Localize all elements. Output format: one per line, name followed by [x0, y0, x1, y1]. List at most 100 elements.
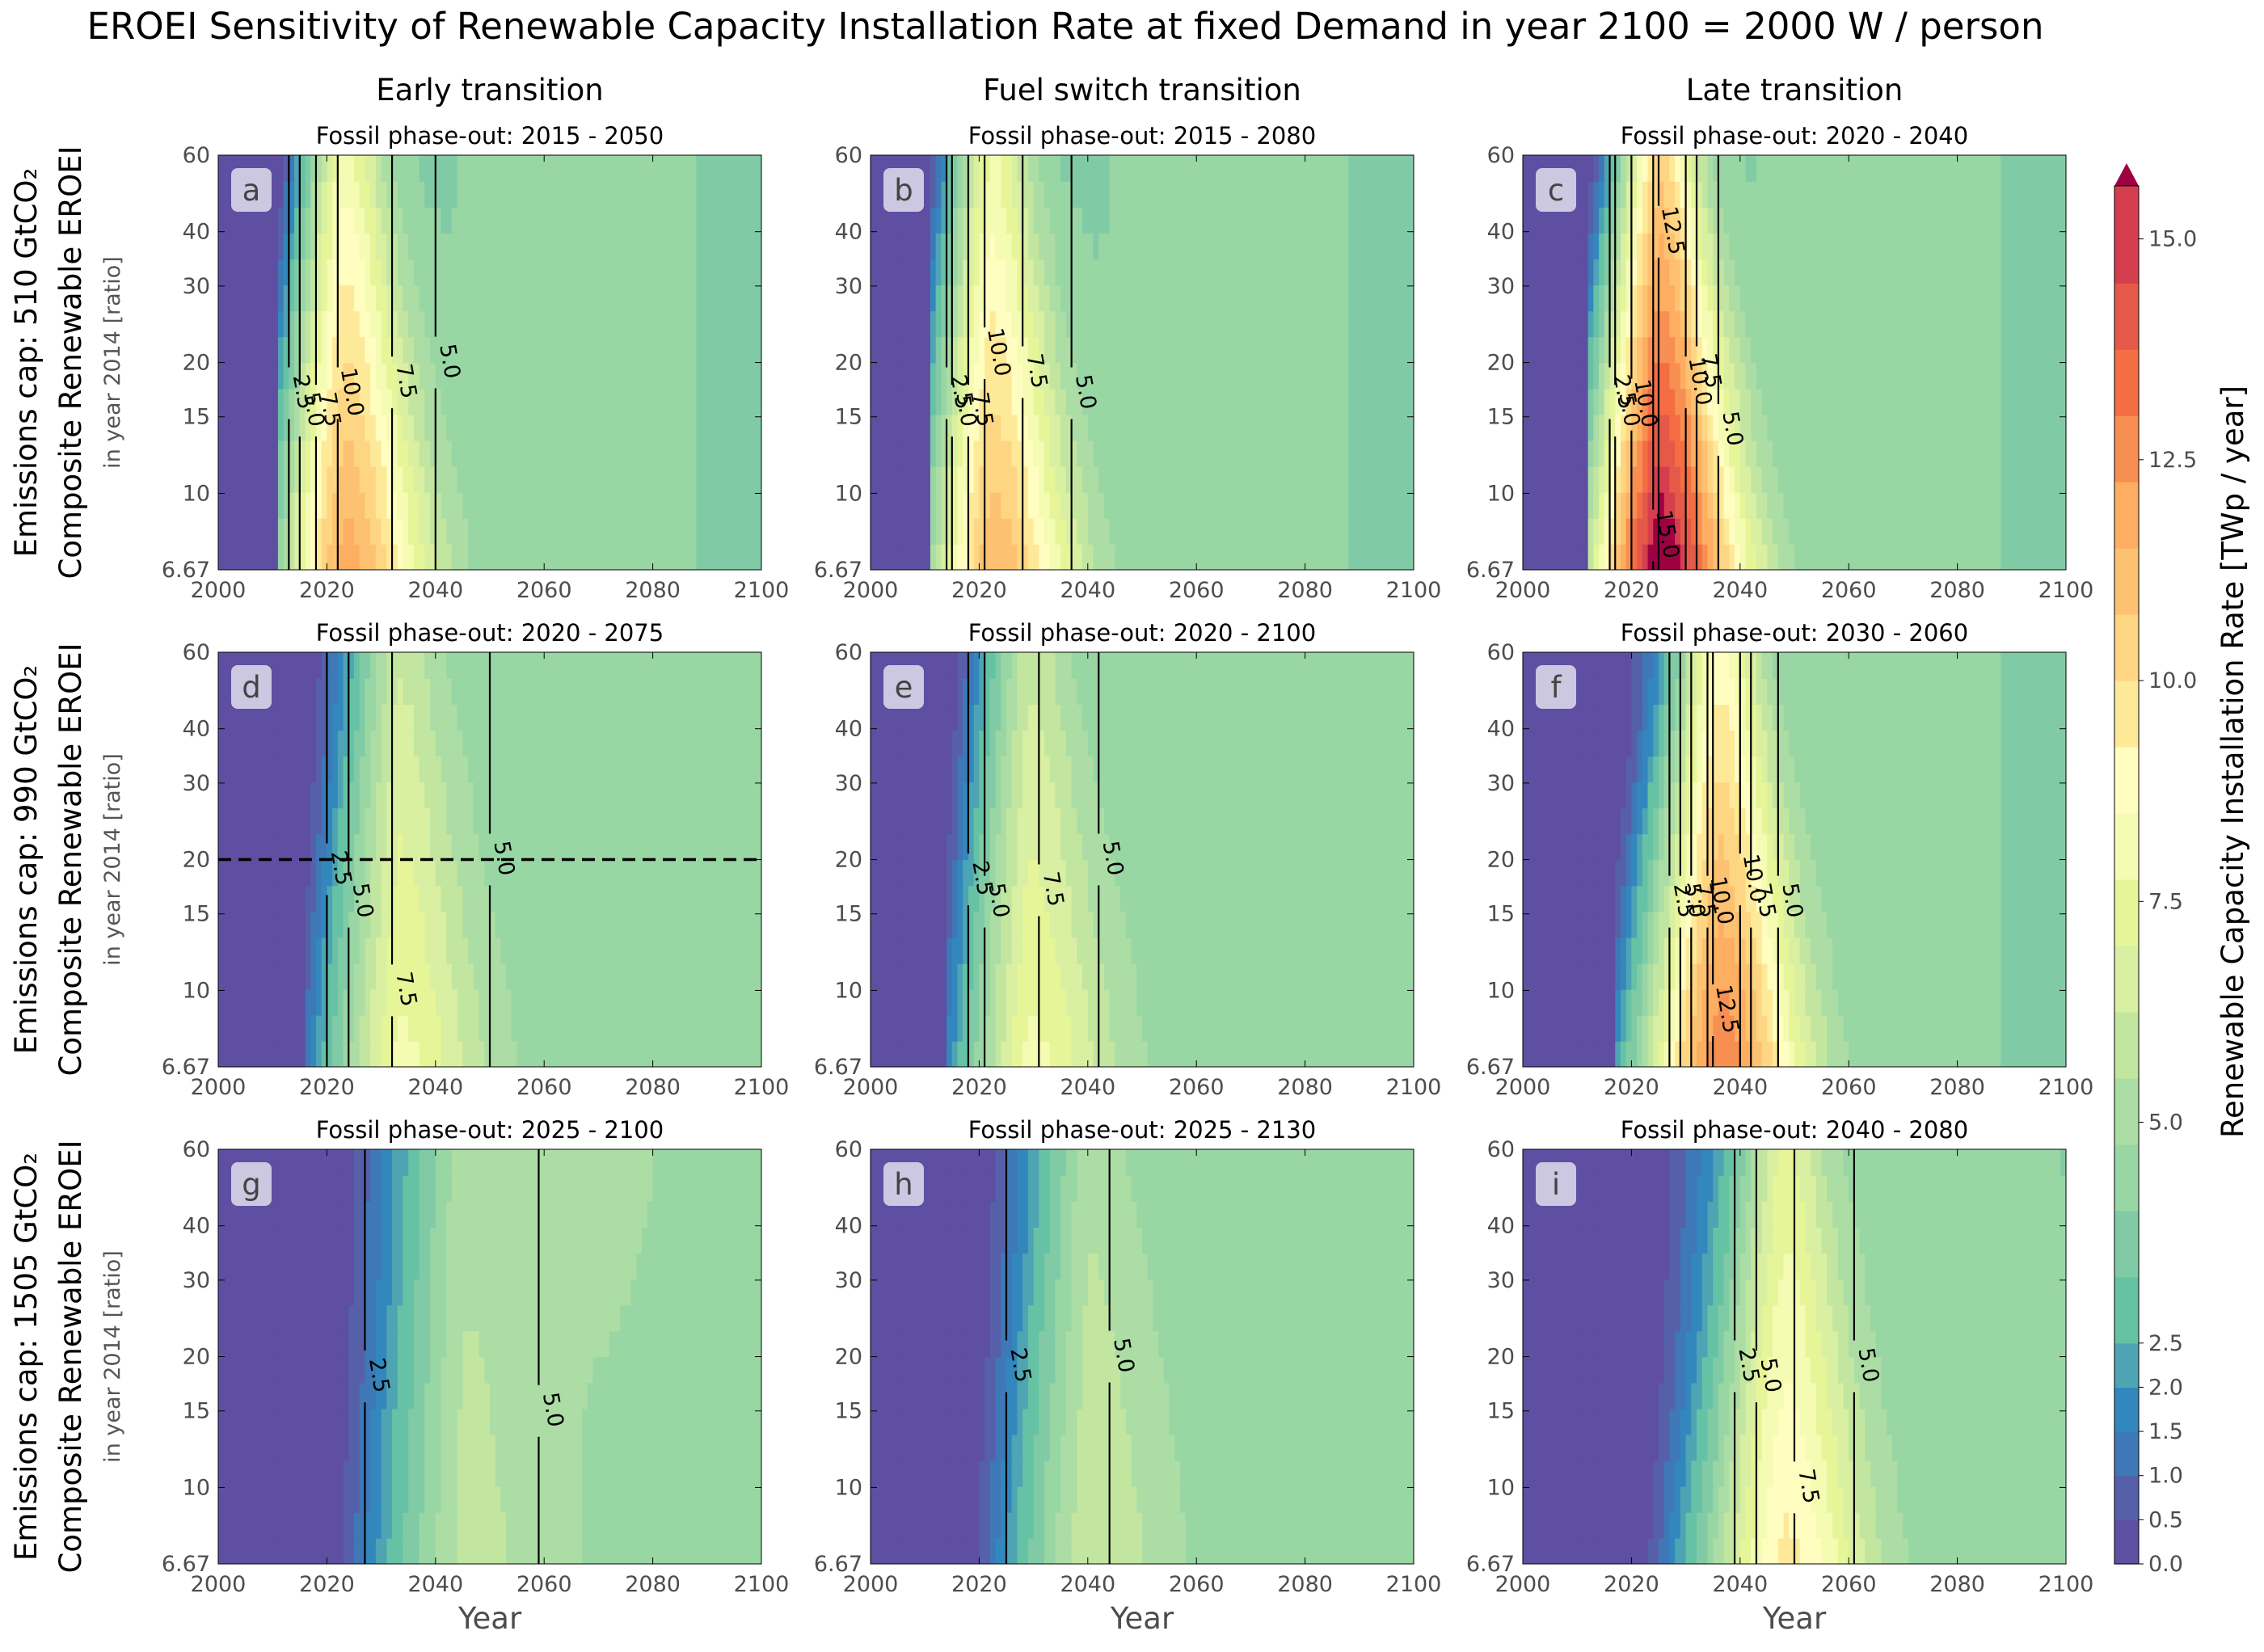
- heatmap-cell: [875, 155, 883, 182]
- heatmap-cell: [1408, 336, 1414, 364]
- heatmap-cell: [2027, 284, 2034, 312]
- heatmap-cell: [1071, 336, 1078, 364]
- heatmap-cell: [1745, 414, 1752, 441]
- heatmap-cell: [1811, 155, 1817, 182]
- heatmap-cell: [1207, 336, 1214, 364]
- heatmap-cell: [1180, 440, 1187, 467]
- heatmap-cell: [343, 388, 350, 415]
- heatmap-cell: [1707, 491, 1714, 519]
- heatmap-cell: [1707, 466, 1714, 493]
- heatmap-cell: [1158, 491, 1165, 519]
- heatmap-cell: [462, 181, 469, 208]
- heatmap-cell: [1125, 517, 1132, 545]
- heatmap-cell: [229, 336, 235, 364]
- heatmap-cell: [946, 517, 953, 545]
- heatmap-cell: [566, 517, 572, 545]
- y-tick-label: 6.67: [162, 558, 210, 583]
- heatmap-cell: [1044, 155, 1051, 182]
- heatmap-cell: [2022, 155, 2029, 182]
- heatmap-cell: [1593, 388, 1600, 415]
- heatmap-cell: [946, 491, 953, 519]
- heatmap-cell: [1963, 517, 1969, 545]
- heatmap-cell: [571, 155, 578, 182]
- heatmap-cell: [1843, 414, 1849, 441]
- heatmap-cell: [1147, 259, 1154, 286]
- heatmap-cell: [946, 440, 953, 467]
- heatmap-cell: [1659, 414, 1665, 441]
- y-tick-label: 60: [183, 143, 210, 168]
- heatmap-cell: [1604, 336, 1611, 364]
- heatmap-cell: [1147, 414, 1154, 441]
- heatmap-cell: [1207, 310, 1214, 338]
- heatmap-cell: [571, 388, 578, 415]
- heatmap-cell: [1321, 336, 1328, 364]
- heatmap-cell: [1343, 207, 1350, 234]
- heatmap-cell: [1609, 181, 1617, 208]
- heatmap-cell: [554, 233, 562, 260]
- heatmap-cell: [1103, 362, 1111, 390]
- heatmap-cell: [1783, 336, 1790, 364]
- heatmap-cell: [1402, 155, 1410, 182]
- heatmap-cell: [1561, 466, 1567, 493]
- heatmap-cell: [1218, 233, 1225, 260]
- heatmap-cell: [718, 181, 724, 208]
- heatmap-cell: [576, 233, 584, 260]
- heatmap-cell: [1093, 517, 1100, 545]
- heatmap-cell: [642, 284, 648, 312]
- heatmap-cell: [642, 543, 648, 570]
- heatmap-cell: [1930, 491, 1937, 519]
- heatmap-cell: [522, 362, 529, 390]
- heatmap-cell: [413, 466, 420, 493]
- heatmap-cell: [592, 284, 600, 312]
- heatmap-cell: [408, 181, 415, 208]
- heatmap-cell: [1001, 259, 1007, 286]
- heatmap-cell: [1555, 543, 1562, 570]
- heatmap-cell: [332, 284, 339, 312]
- heatmap-cell: [1566, 336, 1573, 364]
- heatmap-cell: [1718, 414, 1725, 441]
- heatmap-cell: [332, 259, 339, 286]
- heatmap-cell: [989, 543, 997, 570]
- heatmap-cell: [413, 388, 420, 415]
- heatmap-cell: [348, 336, 355, 364]
- heatmap-cell: [1343, 414, 1350, 441]
- heatmap-cell: [419, 543, 426, 570]
- heatmap-cell: [946, 414, 953, 441]
- heatmap-cell: [674, 155, 681, 182]
- heatmap-cell: [712, 466, 719, 493]
- heatmap-cell: [386, 491, 393, 519]
- heatmap-cell: [1185, 155, 1192, 182]
- heatmap-cell: [1196, 491, 1203, 519]
- heatmap-cell: [1196, 517, 1203, 545]
- heatmap-cell: [1087, 310, 1094, 338]
- heatmap-cell: [913, 388, 921, 415]
- heatmap-cell: [1174, 362, 1181, 390]
- heatmap-cell: [289, 543, 295, 570]
- heatmap-cell: [1370, 517, 1377, 545]
- heatmap-cell: [1935, 466, 1942, 493]
- heatmap-cell: [1098, 310, 1105, 338]
- heatmap-cell: [1756, 155, 1763, 182]
- heatmap-cell: [712, 207, 719, 234]
- heatmap-cell: [1103, 466, 1111, 493]
- heatmap-cell: [1930, 259, 1937, 286]
- heatmap-cell: [1832, 155, 1839, 182]
- heatmap-cell: [359, 362, 366, 390]
- heatmap-cell: [375, 155, 382, 182]
- heatmap-cell: [685, 440, 692, 467]
- heatmap-cell: [1805, 233, 1811, 260]
- heatmap-cell: [560, 388, 567, 415]
- heatmap-cell: [403, 233, 409, 260]
- heatmap-cell: [337, 181, 344, 208]
- heatmap-cell: [1065, 362, 1073, 390]
- heatmap-cell: [984, 259, 991, 286]
- heatmap-cell: [223, 207, 230, 234]
- heatmap-cell: [636, 440, 643, 467]
- heatmap-cell: [495, 517, 502, 545]
- heatmap-cell: [446, 155, 453, 182]
- heatmap-cell: [712, 310, 719, 338]
- heatmap-cell: [256, 440, 263, 467]
- heatmap-cell: [1783, 310, 1790, 338]
- heatmap-cell: [1675, 207, 1681, 234]
- heatmap-cell: [903, 414, 909, 441]
